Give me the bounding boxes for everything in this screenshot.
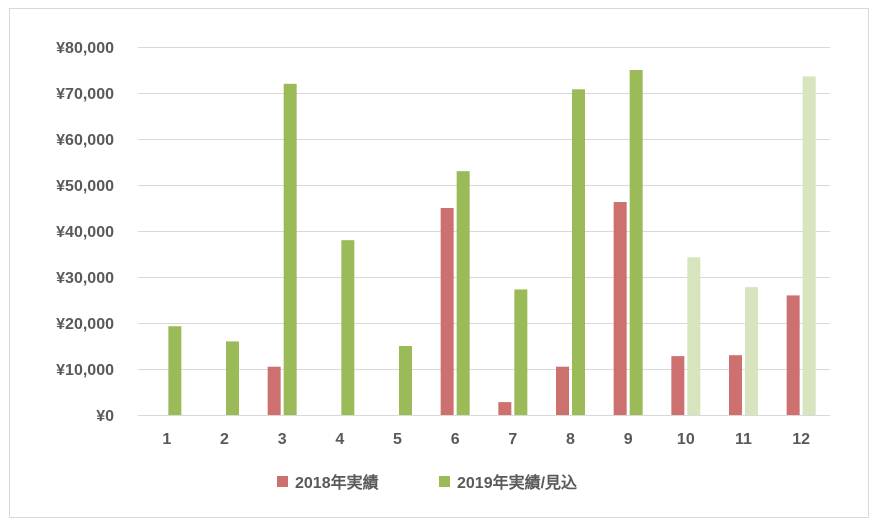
x-tick-label: 12 (792, 431, 810, 448)
bar-2019[interactable] (226, 341, 239, 415)
x-tick-label: 4 (335, 431, 344, 448)
x-tick-label: 9 (624, 431, 633, 448)
legend-label-2018[interactable]: 2018年実績 (295, 473, 379, 492)
bar-2018[interactable] (729, 355, 742, 415)
x-tick-label: 2 (220, 431, 229, 448)
bar-2018[interactable] (671, 356, 685, 415)
x-tick-label: 5 (393, 431, 402, 448)
x-tick-label: 8 (566, 431, 575, 448)
bar-2019-forecast[interactable] (687, 257, 701, 415)
x-axis-tick-labels: 1 2 3 4 5 6 7 8 9 10 11 12 (162, 431, 810, 448)
y-tick-label: ¥20,000 (56, 316, 114, 333)
x-tick-label: 7 (508, 431, 517, 448)
y-tick-label: ¥60,000 (56, 132, 114, 149)
legend: 2018年実績 2019年実績/見込 (277, 473, 577, 492)
bar-2018[interactable] (613, 202, 627, 415)
bar-2018[interactable] (786, 295, 800, 415)
legend-label-2019[interactable]: 2019年実績/見込 (457, 473, 577, 492)
bar-2018[interactable] (556, 366, 569, 415)
x-tick-label: 3 (278, 431, 287, 448)
y-tick-label: ¥40,000 (56, 224, 114, 241)
y-axis-tick-labels: ¥0 ¥10,000 ¥20,000 ¥30,000 ¥40,000 ¥50,000 ¥60… (56, 40, 114, 425)
bar-2018[interactable] (440, 208, 454, 415)
bar-2018[interactable] (498, 402, 512, 415)
y-tick-label: ¥70,000 (56, 86, 114, 103)
y-tick-label: ¥30,000 (56, 270, 114, 287)
y-tick-label: ¥80,000 (56, 40, 114, 57)
y-tick-label: ¥10,000 (56, 362, 114, 379)
bar-2019[interactable] (399, 346, 412, 415)
y-tick-label: ¥50,000 (56, 178, 114, 195)
bars (168, 70, 816, 416)
bar-2019[interactable] (283, 83, 297, 416)
bar-2019-forecast[interactable] (802, 76, 816, 415)
bar-2019[interactable] (572, 89, 585, 415)
bar-2018[interactable] (267, 366, 281, 415)
legend-swatch-2019 (439, 476, 450, 487)
bar-2019[interactable] (168, 326, 182, 415)
bar-2019[interactable] (456, 171, 470, 415)
bar-2019[interactable] (514, 289, 528, 415)
x-tick-label: 11 (735, 431, 752, 448)
legend-swatch-2018 (277, 476, 288, 487)
bar-2019[interactable] (629, 70, 643, 415)
gridlines (138, 47, 830, 416)
bar-2019[interactable] (341, 240, 355, 415)
x-tick-label: 1 (162, 431, 171, 448)
y-tick-label: ¥0 (96, 408, 114, 425)
bar-2019-forecast[interactable] (745, 287, 758, 415)
x-tick-label: 6 (451, 431, 460, 448)
x-tick-label: 10 (677, 431, 695, 448)
